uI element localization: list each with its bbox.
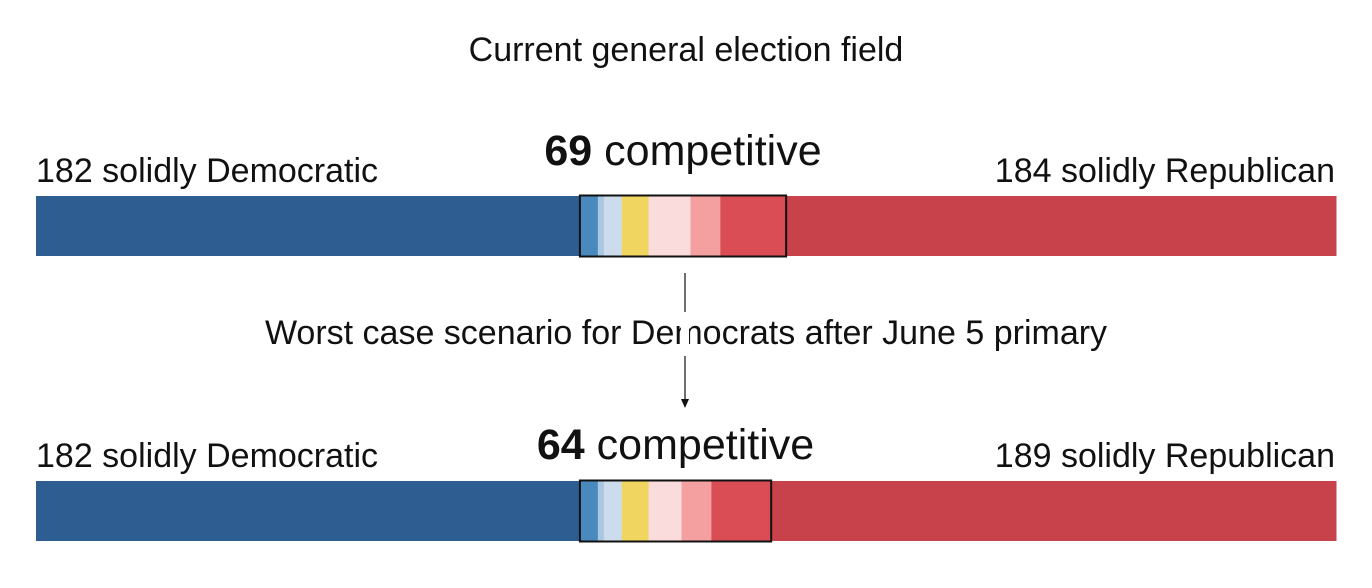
competitive-text-current: competitive <box>592 127 822 175</box>
competitive-count-current: 69 <box>544 127 593 175</box>
competitive-text-worst: competitive <box>584 421 815 469</box>
bar-segment-tossup-0 <box>621 196 650 256</box>
bar-segment-lean_dem-1 <box>597 481 605 541</box>
bar-segment-tilt_dem-1 <box>603 481 623 541</box>
bar-segment-solid_rep-1 <box>771 481 1337 541</box>
bar-segment-likely_rep-0 <box>720 196 787 256</box>
competitive-frame-0 <box>578 194 788 258</box>
bar-segment-likely_dem-0 <box>579 196 599 256</box>
arrow-gap <box>681 312 689 356</box>
bar-segment-tossup-1 <box>621 481 650 541</box>
bar-segment-solid_dem-1 <box>36 481 581 541</box>
bar-segment-lean_rep-1 <box>681 481 712 541</box>
chart-title: Current general election field <box>468 31 904 69</box>
solid-rep-label-current: 184 solidly Republican <box>994 152 1335 190</box>
bar-segment-tilt_rep-1 <box>648 481 683 541</box>
solid-dem-label-current: 182 solidly Democratic <box>36 152 379 190</box>
bar-segment-likely_dem-1 <box>579 481 599 541</box>
competitive-label-current: 69 competitive <box>544 130 821 173</box>
bar-segment-tilt_dem-0 <box>603 196 623 256</box>
competitive-frame-1 <box>578 479 773 543</box>
bar-segment-likely_rep-1 <box>711 481 772 541</box>
bar-segment-tilt_rep-0 <box>648 196 691 256</box>
bar-segment-solid_dem-0 <box>36 196 581 256</box>
solid-rep-label-worst: 189 solidly Republican <box>994 437 1335 475</box>
competitive-label-worst: 64 competitive <box>537 424 814 467</box>
competitive-count-worst: 64 <box>536 421 585 469</box>
bar-segment-solid_rep-0 <box>786 196 1337 256</box>
bar-segment-lean_rep-0 <box>690 196 721 256</box>
solid-dem-label-worst: 182 solidly Democratic <box>36 437 379 475</box>
arrow-down-icon <box>681 399 689 408</box>
bar-segment-lean_dem-0 <box>597 196 605 256</box>
